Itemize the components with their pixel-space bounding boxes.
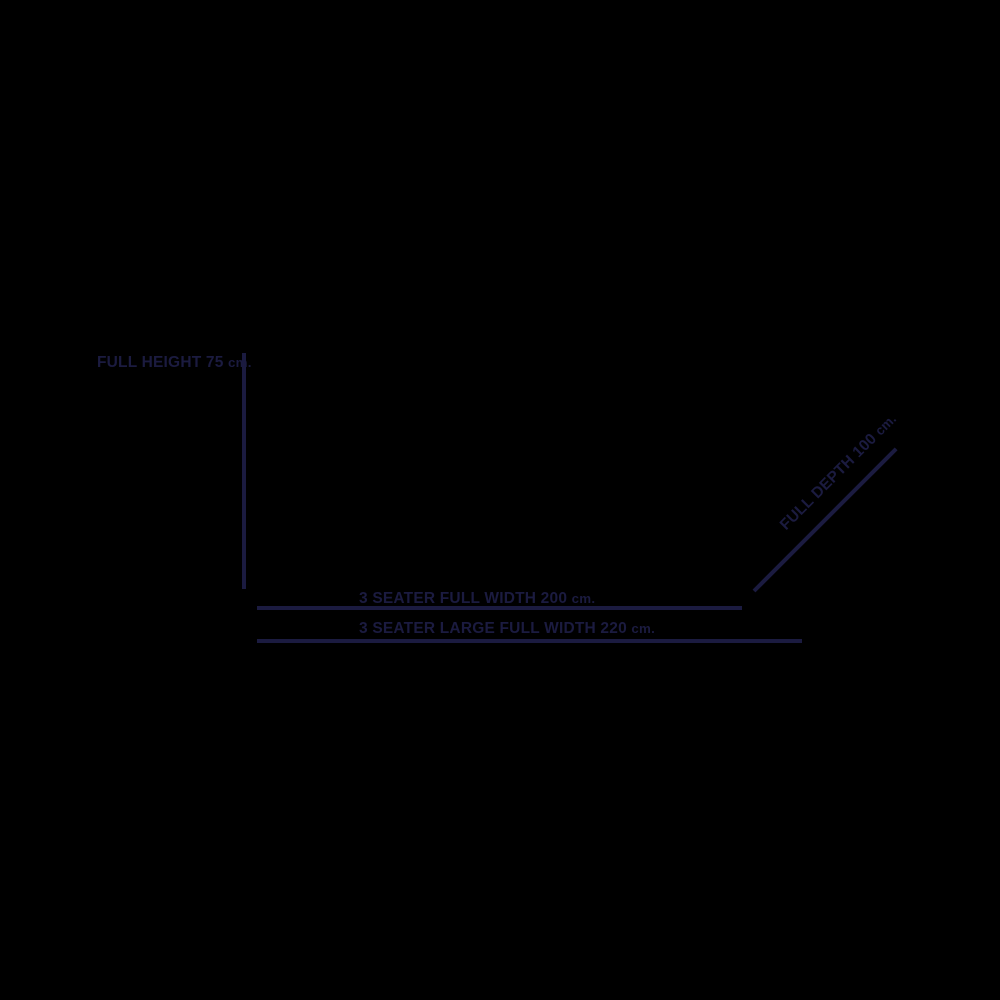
large-width-dimension-label: 3 SEATER LARGE FULL WIDTH 220 cm. [359, 621, 655, 637]
standard-width-measure-text: 3 SEATER FULL WIDTH 200 [359, 590, 568, 607]
large-width-measure-text: 3 SEATER LARGE FULL WIDTH 220 [359, 620, 627, 637]
standard-width-dimension-line [257, 606, 742, 610]
height-unit-text: cm. [228, 355, 252, 370]
height-measure-text: FULL HEIGHT 75 [97, 354, 224, 371]
depth-dimension-label: FULL DEPTH 100 cm. [777, 411, 900, 533]
depth-dimension-line [752, 447, 898, 593]
depth-unit-text: cm. [872, 411, 900, 439]
height-dimension-label: FULL HEIGHT 75 cm. [97, 355, 252, 371]
large-width-unit-text: cm. [631, 621, 655, 636]
standard-width-dimension-label: 3 SEATER FULL WIDTH 200 cm. [359, 591, 595, 607]
large-width-dimension-line [257, 639, 802, 643]
standard-width-unit-text: cm. [571, 591, 596, 606]
height-dimension-line [242, 353, 246, 589]
